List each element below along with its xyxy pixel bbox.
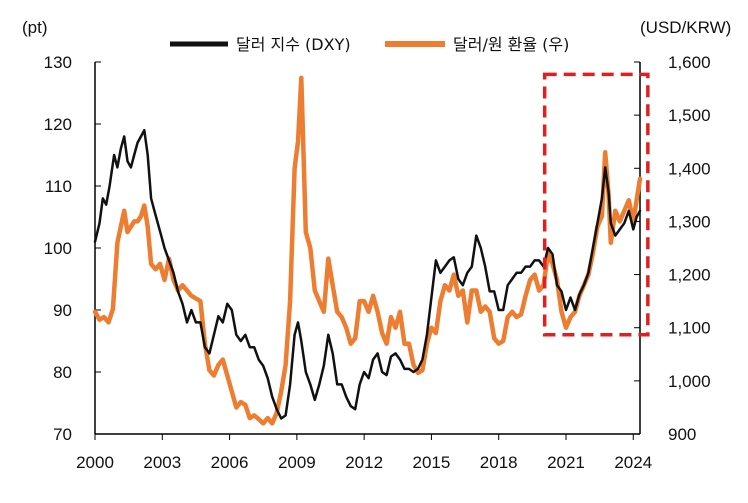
right-axis-tick-label: 1,400 [668,159,711,178]
axes [94,61,641,440]
left-axis-tick-label: 100 [44,239,72,258]
x-axis-tick-label: 2006 [211,453,249,472]
left-axis-unit-label: (pt) [22,18,48,37]
x-axis-tick-label: 2012 [345,453,383,472]
series-line-dxy [93,128,642,420]
left-axis-tick-label: 70 [53,425,72,444]
x-axis-tick-label: 2009 [278,453,316,472]
x-axis-tick-label: 2018 [480,453,518,472]
left-axis-tick-label: 110 [45,177,72,196]
left-axis-tick-label: 120 [44,115,72,134]
left-axis-tick-label: 130 [44,53,72,72]
x-axis-tick-label: 2024 [614,453,652,472]
x-axis-tick-label: 2000 [76,453,114,472]
x-axis-tick-label: 2021 [547,453,585,472]
x-axis-tick-label: 2015 [413,453,451,472]
legend-label-dxy: 달러 지수 (DXY) [236,35,351,54]
right-axis-tick-label: 1,600 [668,53,711,72]
left-axis-tick-label: 90 [53,301,72,320]
right-axis-tick-label: 1,100 [668,319,711,338]
plot-area [92,75,643,426]
legend-label-usdkrw: 달러/원 환율 (우) [453,35,569,54]
right-axis-unit-label: (USD/KRW) [640,18,731,37]
right-axis-tick-label: 900 [668,425,696,444]
right-axis-tick-label: 1,300 [668,212,711,231]
legend: 달러 지수 (DXY) 달러/원 환율 (우) [170,35,569,54]
highlight-dashed-box [542,72,650,337]
annotation-layer [542,72,650,337]
right-axis-tick-label: 1,500 [668,106,711,125]
series-line-usdkrw [92,75,643,426]
left-axis-tick-label: 80 [53,363,72,382]
right-axis-tick-label: 1,000 [668,372,711,391]
x-axis-tick-label: 2003 [143,453,181,472]
right-axis-tick-label: 1,200 [668,266,711,285]
tick-labels: 70 80 90 100 110 120 130 900 1,000 1,100 1,200 1,30… [44,53,711,472]
